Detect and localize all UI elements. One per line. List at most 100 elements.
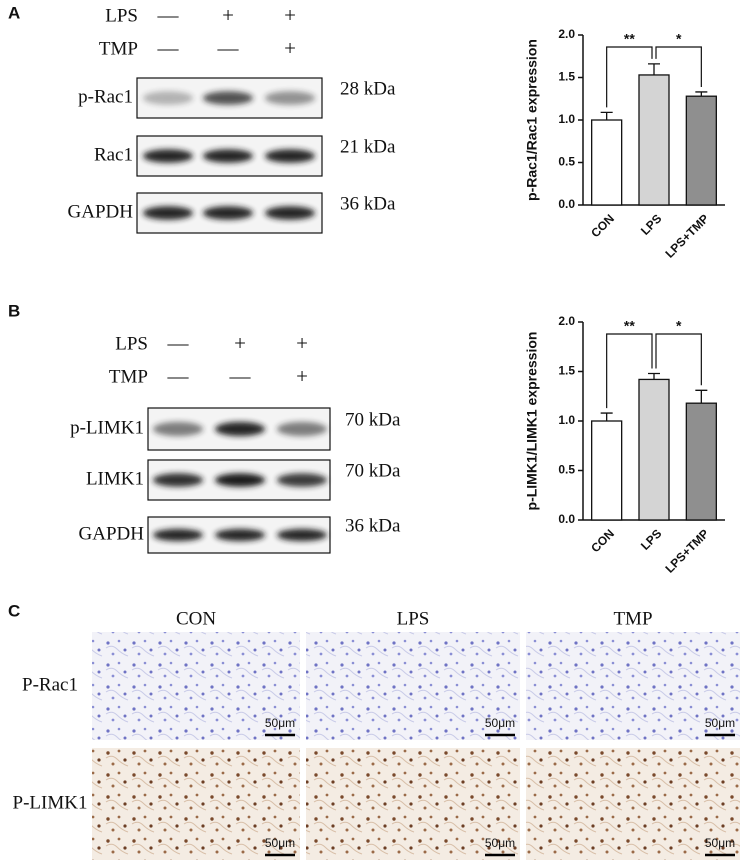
blot-band bbox=[277, 528, 327, 542]
blot-band bbox=[277, 473, 327, 487]
micrograph bbox=[526, 632, 740, 740]
panel-label: A bbox=[8, 3, 20, 22]
treatment-sign: — bbox=[217, 36, 240, 60]
treatment-sign: — bbox=[167, 331, 190, 355]
error-bar bbox=[648, 372, 660, 380]
blot-band bbox=[265, 91, 315, 105]
band-name: GAPDH bbox=[79, 523, 145, 544]
scale-bar-label: 50μm bbox=[265, 716, 295, 730]
band-size: 28 kDa bbox=[340, 78, 396, 99]
column-heading: CON bbox=[176, 608, 216, 629]
treatment-sign: + bbox=[222, 3, 234, 27]
row-heading: P-LIMK1 bbox=[13, 792, 88, 813]
band-name: LIMK1 bbox=[86, 468, 144, 489]
scale-bar-label: 50μm bbox=[705, 836, 735, 850]
scale-bar-label: 50μm bbox=[485, 836, 515, 850]
significance-label: ** bbox=[624, 31, 635, 47]
y-tick-label: 1.5 bbox=[558, 364, 575, 378]
treatment-sign: — bbox=[167, 364, 190, 388]
treatment-sign: — bbox=[157, 36, 180, 60]
bar bbox=[591, 119, 623, 206]
treatment-sign: + bbox=[284, 36, 296, 60]
blot-band bbox=[265, 206, 315, 220]
y-tick-label: 0.0 bbox=[558, 512, 575, 526]
error-bar bbox=[695, 389, 708, 404]
error-bar bbox=[648, 63, 660, 75]
panel-label: B bbox=[8, 301, 20, 320]
bar bbox=[638, 378, 670, 521]
treatment-sign: — bbox=[157, 3, 180, 27]
significance-bracket bbox=[606, 333, 653, 409]
x-tick-label: LPS bbox=[638, 211, 664, 237]
treatment-label: TMP bbox=[99, 38, 138, 59]
error-bar bbox=[695, 91, 708, 97]
y-axis-label: p-LIMK1/LIMK1 expression bbox=[524, 332, 540, 511]
blot-band bbox=[153, 421, 203, 437]
band-size: 70 kDa bbox=[345, 460, 401, 481]
column-heading: LPS bbox=[397, 608, 430, 629]
blot-band bbox=[215, 421, 265, 437]
bar bbox=[685, 95, 717, 206]
micrograph bbox=[306, 748, 520, 860]
x-tick-label: CON bbox=[588, 526, 617, 555]
blot-band bbox=[215, 528, 265, 542]
blot-band bbox=[143, 206, 193, 220]
blot-band bbox=[153, 528, 203, 542]
y-tick-label: 1.5 bbox=[558, 70, 575, 84]
band-name: GAPDH bbox=[68, 201, 134, 222]
treatment-sign: + bbox=[296, 364, 308, 388]
y-axis-label: p-Rac1/Rac1 expression bbox=[524, 39, 540, 201]
band-name: p-LIMK1 bbox=[70, 417, 144, 438]
blot-band bbox=[153, 473, 203, 487]
treatment-label: LPS bbox=[105, 5, 138, 26]
bar bbox=[685, 402, 717, 521]
treatment-sign: + bbox=[284, 3, 296, 27]
treatment-sign: + bbox=[296, 331, 308, 355]
band-name: p-Rac1 bbox=[78, 86, 133, 107]
panel-label: C bbox=[8, 601, 20, 620]
micrograph bbox=[92, 748, 300, 860]
treatment-sign: — bbox=[229, 364, 252, 388]
bar bbox=[591, 420, 623, 521]
band-size: 70 kDa bbox=[345, 409, 401, 430]
significance-label: ** bbox=[624, 318, 635, 334]
y-tick-label: 0.5 bbox=[558, 155, 575, 169]
micrograph bbox=[526, 748, 740, 860]
band-size: 21 kDa bbox=[340, 136, 396, 157]
significance-bracket bbox=[655, 333, 702, 386]
significance-label: * bbox=[676, 31, 682, 47]
blot-band bbox=[215, 473, 265, 487]
blot-band bbox=[203, 91, 253, 105]
significance-label: * bbox=[676, 318, 682, 334]
x-tick-label: LPS bbox=[638, 526, 664, 552]
y-tick-label: 2.0 bbox=[558, 314, 575, 328]
y-tick-label: 0.5 bbox=[558, 463, 575, 477]
scale-bar-label: 50μm bbox=[265, 836, 295, 850]
blot-band bbox=[143, 149, 193, 163]
x-tick-label: LPS+TMP bbox=[662, 211, 711, 260]
band-name: Rac1 bbox=[94, 144, 133, 165]
x-tick-label: CON bbox=[588, 211, 617, 240]
micrograph bbox=[306, 632, 520, 740]
scale-bar-label: 50μm bbox=[705, 716, 735, 730]
error-bar bbox=[600, 412, 613, 421]
column-heading: TMP bbox=[613, 608, 652, 629]
treatment-label: LPS bbox=[115, 333, 148, 354]
blot-band bbox=[277, 421, 327, 437]
y-tick-label: 1.0 bbox=[558, 413, 575, 427]
band-size: 36 kDa bbox=[345, 515, 401, 536]
significance-bracket bbox=[606, 46, 653, 108]
y-tick-label: 1.0 bbox=[558, 112, 575, 126]
scale-bar-label: 50μm bbox=[485, 716, 515, 730]
y-tick-label: 2.0 bbox=[558, 27, 575, 41]
blot-band bbox=[203, 206, 253, 220]
y-tick-label: 0.0 bbox=[558, 197, 575, 211]
error-bar bbox=[600, 111, 613, 120]
band-size: 36 kDa bbox=[340, 193, 396, 214]
blot-band bbox=[203, 149, 253, 163]
treatment-sign: + bbox=[234, 331, 246, 355]
blot-band bbox=[143, 91, 193, 105]
row-heading: P-Rac1 bbox=[22, 674, 78, 695]
bar bbox=[638, 74, 670, 206]
